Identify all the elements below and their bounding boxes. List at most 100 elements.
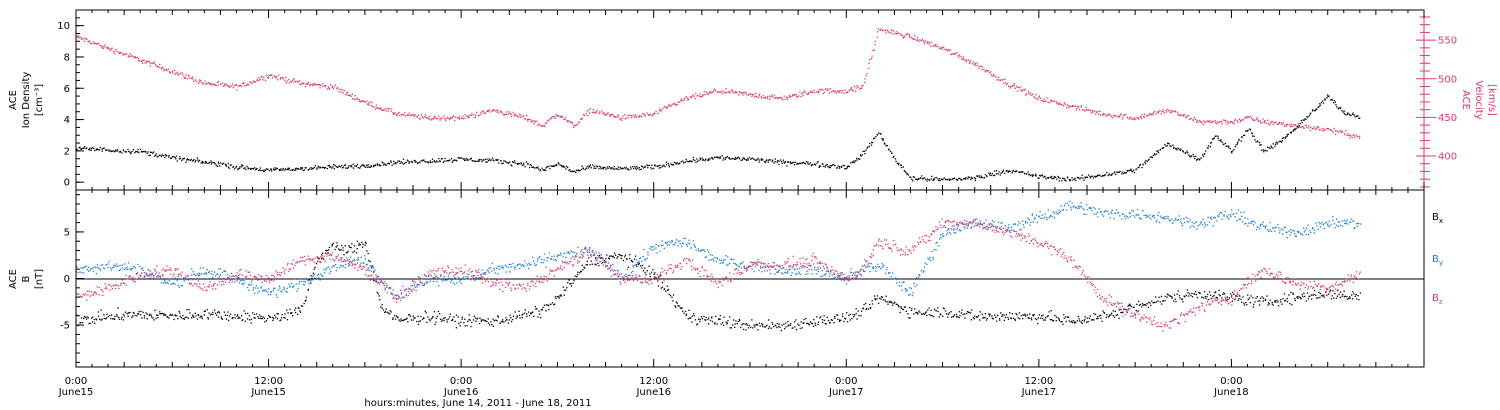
- bx-point-1016: [1054, 314, 1056, 317]
- density-point-1033: [1070, 179, 1072, 181]
- velocity-point-903: [945, 48, 948, 51]
- velocity-point-167: [236, 89, 238, 91]
- by-point-565: [619, 281, 621, 283]
- velocity-point-1205: [1236, 120, 1238, 122]
- by-point-459: [517, 263, 520, 265]
- bx-point-112: [183, 318, 185, 320]
- velocity-point-1038: [1075, 109, 1077, 111]
- velocity-point-160: [229, 85, 231, 87]
- by-point-280: [345, 263, 347, 265]
- density-point-1300: [1327, 96, 1329, 98]
- density-point-496: [553, 165, 556, 167]
- density-point-442: [501, 162, 503, 165]
- bx-point-311: [375, 281, 378, 283]
- by-point-503: [560, 254, 562, 256]
- bx-point-1321: [1348, 297, 1350, 300]
- bx-point-1294: [1321, 294, 1323, 296]
- bx-point-101: [173, 318, 175, 321]
- by-point-130: [200, 273, 202, 275]
- velocity-point-319: [383, 109, 385, 111]
- bx-point-114: [186, 316, 188, 318]
- velocity-point-1087: [1122, 116, 1124, 118]
- velocity-point-1212: [1242, 119, 1245, 121]
- velocity-point-69: [142, 59, 144, 61]
- density-point-17: [92, 147, 94, 149]
- density-point-97: [169, 157, 172, 159]
- velocity-point-307: [371, 101, 373, 104]
- density-point-707: [757, 159, 759, 161]
- velocity-point-1060: [1096, 112, 1098, 114]
- velocity-point-174: [243, 81, 245, 84]
- velocity-point-968: [1008, 85, 1010, 87]
- velocity-point-769: [816, 91, 818, 93]
- velocity-point-578: [632, 114, 634, 116]
- bx-point-1071: [1107, 316, 1109, 318]
- density-point-337: [400, 161, 402, 163]
- density-point-490: [547, 165, 549, 168]
- velocity-point-686: [736, 92, 738, 94]
- velocity-point-1026: [1063, 102, 1065, 104]
- by-point-155: [224, 270, 226, 272]
- by-point-654: [705, 256, 707, 258]
- density-point-833: [877, 132, 880, 134]
- velocity-point-255: [321, 85, 324, 87]
- density-point-443: [502, 162, 504, 164]
- velocity-point-788: [835, 90, 837, 93]
- by-point-509: [566, 252, 568, 254]
- bx-point-172: [241, 319, 243, 322]
- bx-point-413: [473, 315, 475, 317]
- bx-point-429: [489, 324, 491, 326]
- bx-point-1220: [1250, 295, 1252, 297]
- density-point-355: [417, 162, 419, 164]
- bx-point-1046: [1083, 320, 1085, 322]
- density-point-6: [81, 147, 84, 150]
- density-point-1278: [1306, 116, 1308, 118]
- by-point-277: [342, 265, 345, 267]
- bx-point-844: [889, 301, 891, 304]
- by-point-244: [311, 279, 313, 281]
- bx-point-91: [163, 314, 165, 317]
- bx-point-1330: [1356, 298, 1358, 300]
- by-point-414: [474, 279, 476, 282]
- bx-point-814: [860, 315, 862, 317]
- density-point-332: [395, 163, 397, 165]
- bx-point-1087: [1122, 311, 1124, 313]
- velocity-point-263: [328, 88, 331, 90]
- velocity-point-40: [114, 53, 116, 55]
- by-point-381: [442, 277, 445, 280]
- velocity-point-436: [496, 109, 498, 111]
- bx-point-1254: [1283, 293, 1286, 295]
- velocity-point-1309: [1336, 130, 1338, 132]
- by-point-215: [283, 286, 285, 288]
- velocity-point-146: [217, 81, 219, 84]
- bx-point-1038: [1075, 321, 1077, 324]
- density-point-30: [105, 149, 107, 151]
- by-point-181: [250, 283, 252, 286]
- density-point-967: [1007, 170, 1009, 173]
- by-point-868: [911, 294, 913, 297]
- by-point-474: [533, 260, 535, 262]
- bx-point-468: [526, 313, 528, 315]
- density-point-388: [449, 159, 451, 161]
- density-point-264: [330, 166, 332, 168]
- by-point-555: [610, 270, 612, 272]
- by-point-408: [468, 278, 471, 280]
- density-point-837: [882, 139, 884, 141]
- by-point-433: [493, 267, 495, 269]
- density-point-524: [581, 168, 583, 170]
- by-point-165: [235, 278, 237, 280]
- velocity-point-333: [396, 114, 398, 117]
- bx-point-1025: [1063, 314, 1065, 316]
- bx-point-262: [327, 249, 330, 251]
- by-point-412: [472, 274, 474, 277]
- bx-point-321: [384, 311, 387, 313]
- density-point-87: [159, 154, 161, 156]
- bx-point-868: [911, 307, 913, 310]
- density-point-1192: [1223, 143, 1225, 145]
- by-point-85: [157, 276, 159, 278]
- velocity-point-407: [467, 116, 469, 119]
- by-point-777: [824, 274, 826, 276]
- by-point-348: [411, 291, 413, 293]
- bx-point-634: [685, 313, 688, 315]
- bx-point-728: [776, 322, 779, 325]
